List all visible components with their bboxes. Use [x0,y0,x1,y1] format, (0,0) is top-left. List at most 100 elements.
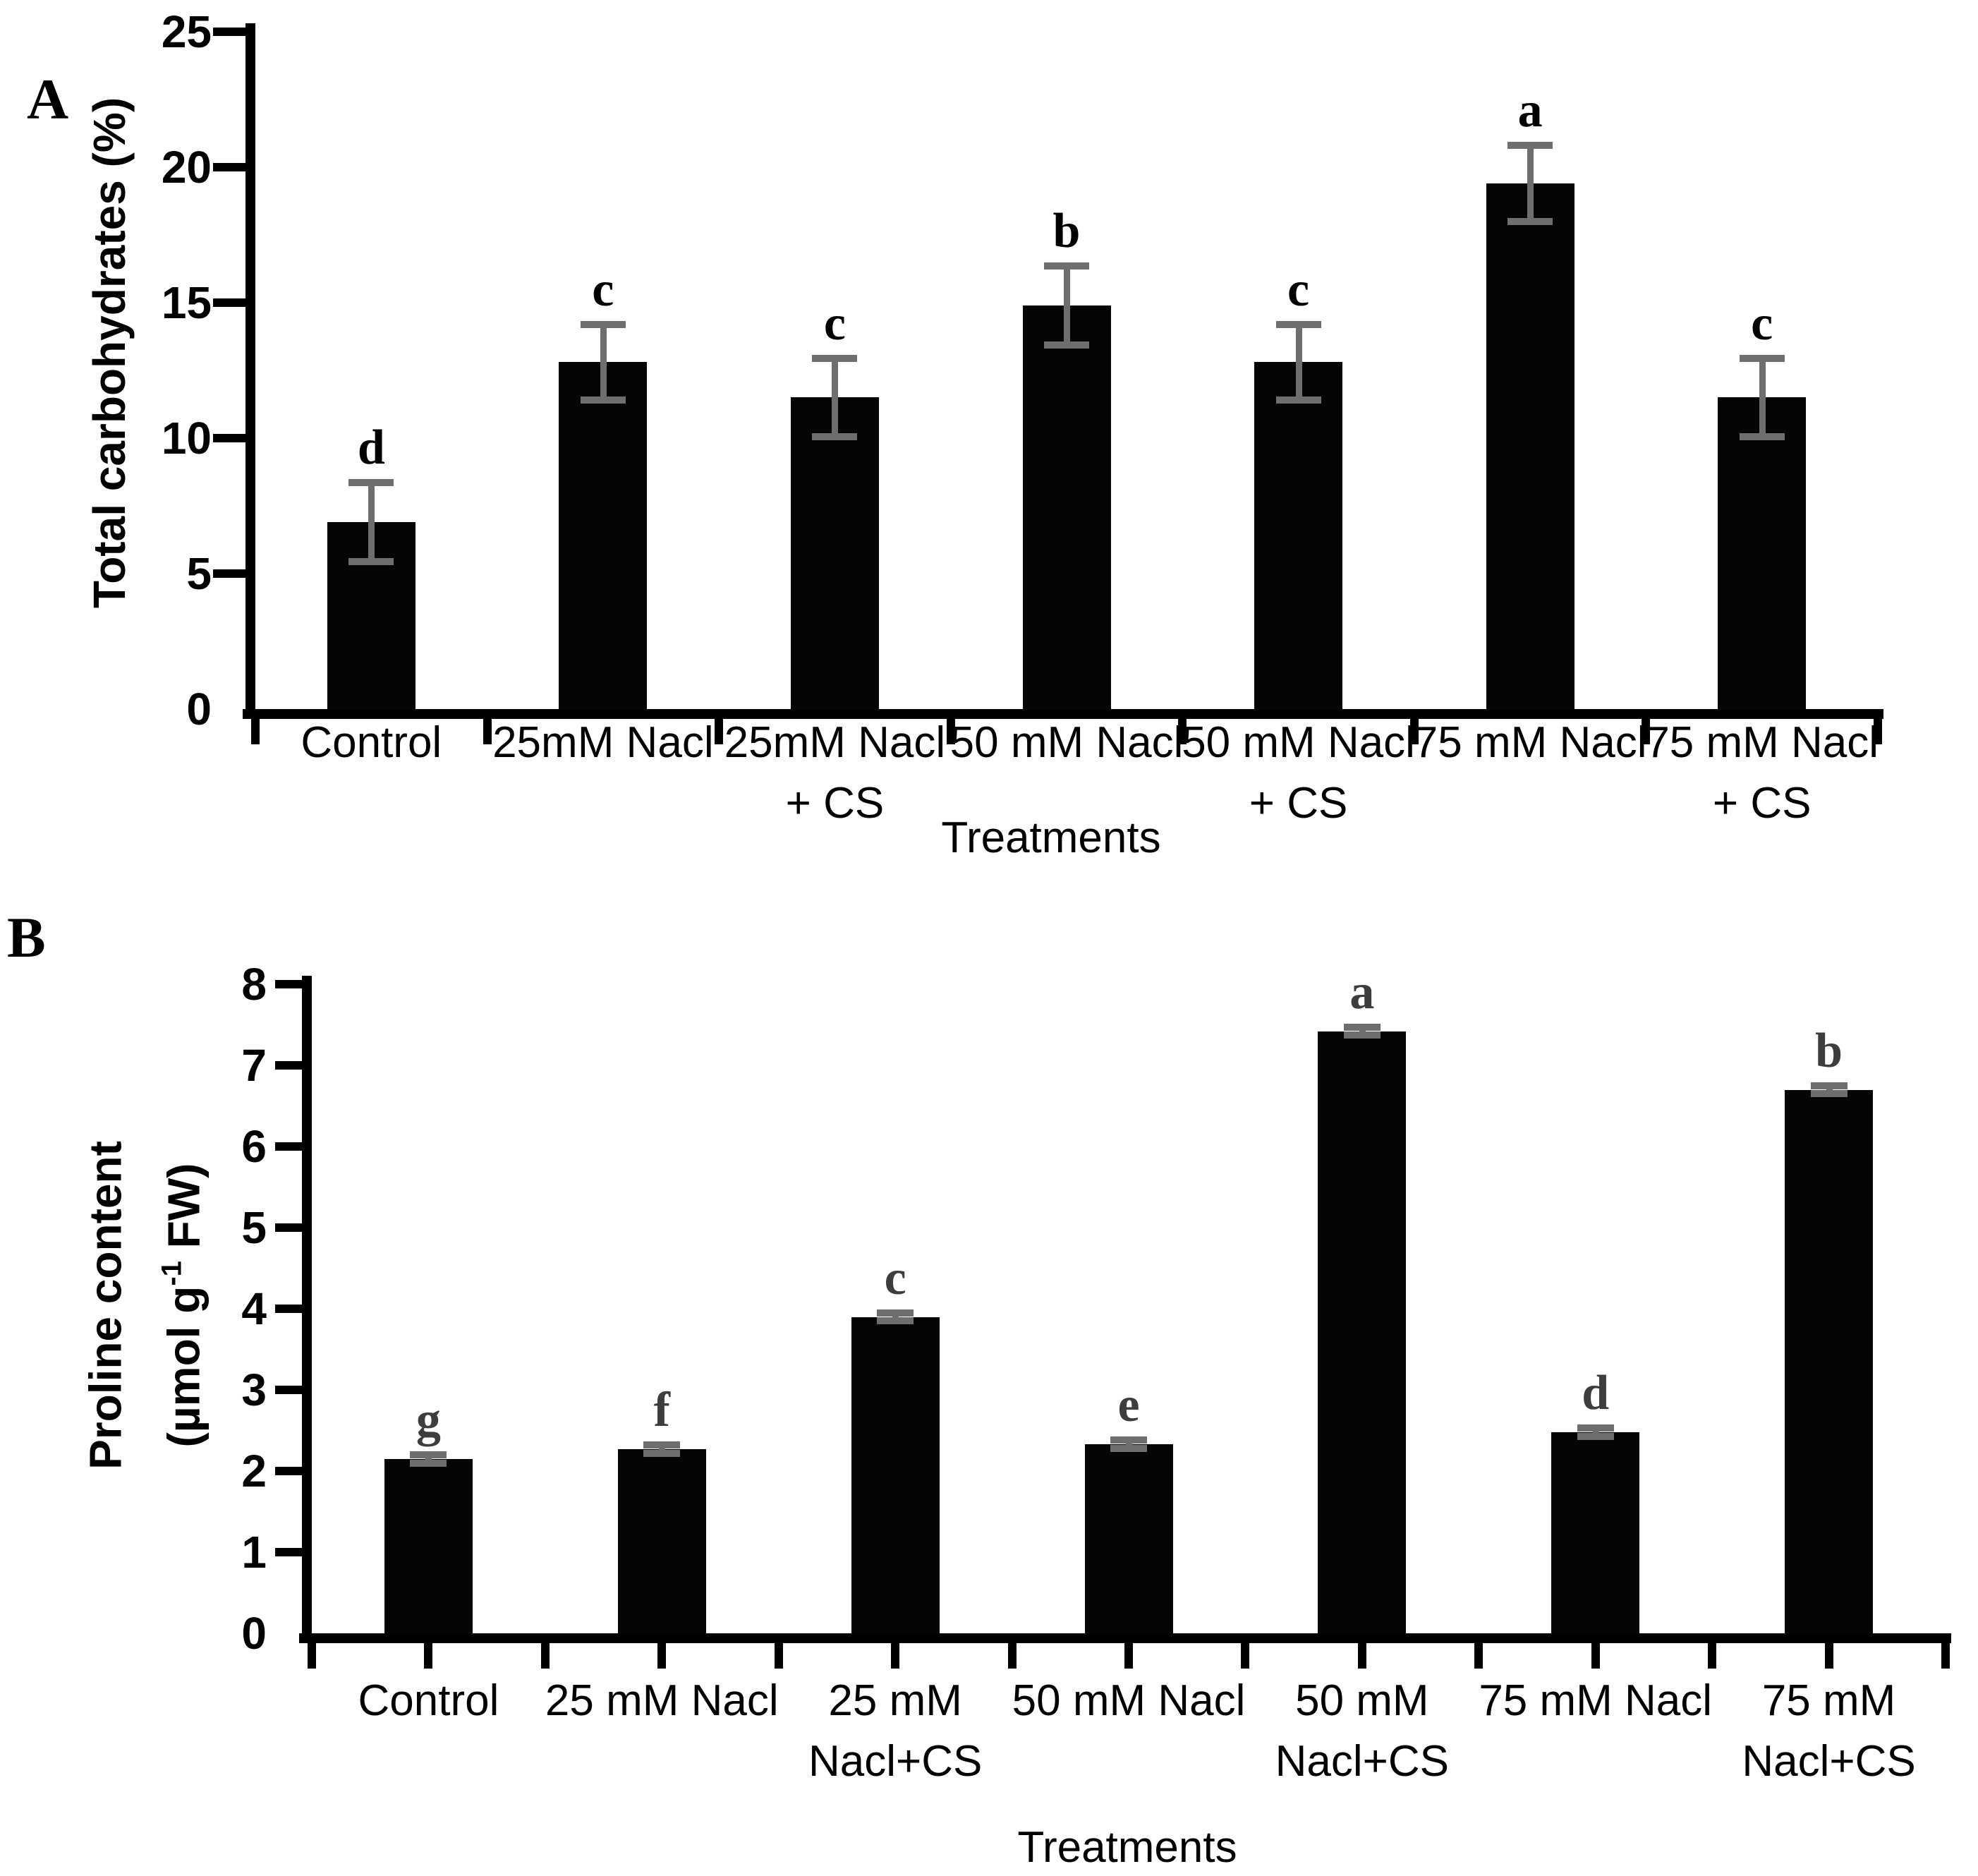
category-label: 25 mM Nacl [372,1679,951,1723]
category-label-line1: 75 mM [1761,1676,1896,1725]
y-tick-label: 5 [241,1202,267,1253]
error-bar-cap-bottom [1275,397,1321,404]
y-axis-tick [213,28,245,36]
y-axis-line [245,23,255,719]
bar [559,362,648,709]
y-axis-tick [275,1223,302,1232]
y-tick-label: 15 [161,277,212,328]
y-axis-tick [275,980,302,988]
x-axis-tick [946,719,955,744]
category-label-line2: + CS [1712,779,1812,828]
y-axis-tick [275,1467,302,1475]
superscript-minus-one: -1 [156,1261,188,1286]
error-bar-cap-bottom [1577,1432,1614,1440]
error-bar-line [425,1455,432,1463]
y-axis-line [302,976,312,1643]
sig-letter: f [653,1383,670,1438]
category-label-line2: Nacl+CS [1742,1737,1916,1786]
error-bar-cap-top [1507,142,1553,150]
y-axis-tick [213,569,245,578]
error-bar-line [1064,266,1070,345]
error-bar-cap-bottom [410,1459,447,1467]
y-tick-label: 3 [241,1364,267,1415]
y-tick-label: 0 [241,1608,267,1659]
error-bar-cap-top [1810,1082,1847,1089]
error-bar-cap-top [812,354,858,362]
x-axis-tick [1178,719,1187,744]
error-bar-cap-top [1343,1023,1381,1031]
panel-b-label: B [7,905,46,969]
x-axis-tick [1824,1643,1833,1669]
category-label-line1: 75 mM Nacl [1413,718,1647,767]
category-label-line1: 50 mM Nacl [949,718,1184,767]
x-axis-tick [1642,719,1651,744]
sig-letter: c [1751,296,1773,351]
sig-letter: c [884,1250,906,1305]
category-label-line2: Nacl+CS [1275,1737,1450,1786]
error-bar-cap-top [348,479,394,487]
x-axis-line [299,1633,1951,1643]
category-label: 50 mM Nacl + CS [1009,721,1588,825]
error-bar-cap-bottom [812,433,858,441]
sig-letter: e [1117,1378,1140,1433]
error-bar-cap-bottom [877,1317,914,1325]
bar [1551,1432,1640,1633]
error-bar-line [1527,145,1534,222]
category-label-line1: 25mM Nacl [492,718,714,767]
sig-letter: d [1582,1366,1610,1421]
error-bar-cap-top [877,1309,914,1317]
x-axis-tick [483,719,492,744]
x-axis-tick [1941,1643,1950,1669]
error-bar-line [892,1312,899,1321]
bar [790,397,879,709]
x-axis-tick [1007,1643,1017,1669]
y-tick-label: 0 [186,684,212,734]
y-axis-tick [275,1548,302,1556]
error-bar-line [1759,358,1766,437]
error-bar-line [1126,1440,1132,1448]
error-bar-cap-bottom [580,397,626,404]
sig-letter: b [1815,1023,1843,1078]
error-bar-cap-bottom [1343,1031,1381,1039]
error-bar-cap-bottom [1110,1444,1147,1452]
category-label-line1: 50 mM [1295,1676,1429,1725]
category-label-line1: 50 mM Nacl [1012,1676,1246,1725]
category-label-line2: + CS [1249,779,1348,828]
category-label: 25 mM Nacl+CS [606,1679,1184,1784]
y-tick-label: 4 [241,1283,267,1334]
category-label-line1: 50 mM Nacl [1182,718,1415,767]
x-axis-tick [1874,719,1882,744]
x-axis-tick [891,1643,900,1669]
category-label: 25mM Nacl + CS [545,721,1124,825]
category-label: 50 mM Nacl [777,721,1356,765]
error-bar-cap-top [643,1441,681,1449]
category-label-line2: + CS [785,779,885,828]
category-label: Control [139,1679,717,1723]
x-axis-tick [1241,1643,1250,1669]
category-label-line1: 25mM Nacl [724,718,946,767]
category-label: 50 mM Nacl [839,1679,1418,1723]
y-tick-label: 6 [241,1121,267,1172]
sig-letter: c [823,296,846,351]
error-bar-line [659,1445,666,1453]
category-label-line1: 75 mM Nacl [1479,1676,1713,1725]
error-bar-cap-bottom [1739,433,1785,441]
sig-letter: d [357,420,385,476]
y-axis-tick [213,163,245,171]
x-axis-tick [1474,1643,1484,1669]
category-label: 50 mM Nacl+CS [1073,1679,1651,1784]
sig-letter: a [1349,964,1375,1019]
category-label-line1: Control [301,718,442,767]
bar [1084,1444,1173,1633]
category-label-line1: Control [358,1676,499,1725]
category-label: 75 mM Nacl [1241,721,1819,765]
error-bar-cap-top [1110,1436,1147,1444]
x-axis-tick [424,1643,433,1669]
y-axis-tick [275,1142,302,1151]
sig-letter: a [1517,83,1543,138]
error-bar-line [832,358,839,437]
x-axis-tick [774,1643,783,1669]
error-bar-line [368,483,375,562]
y-axis-tick [213,298,245,307]
